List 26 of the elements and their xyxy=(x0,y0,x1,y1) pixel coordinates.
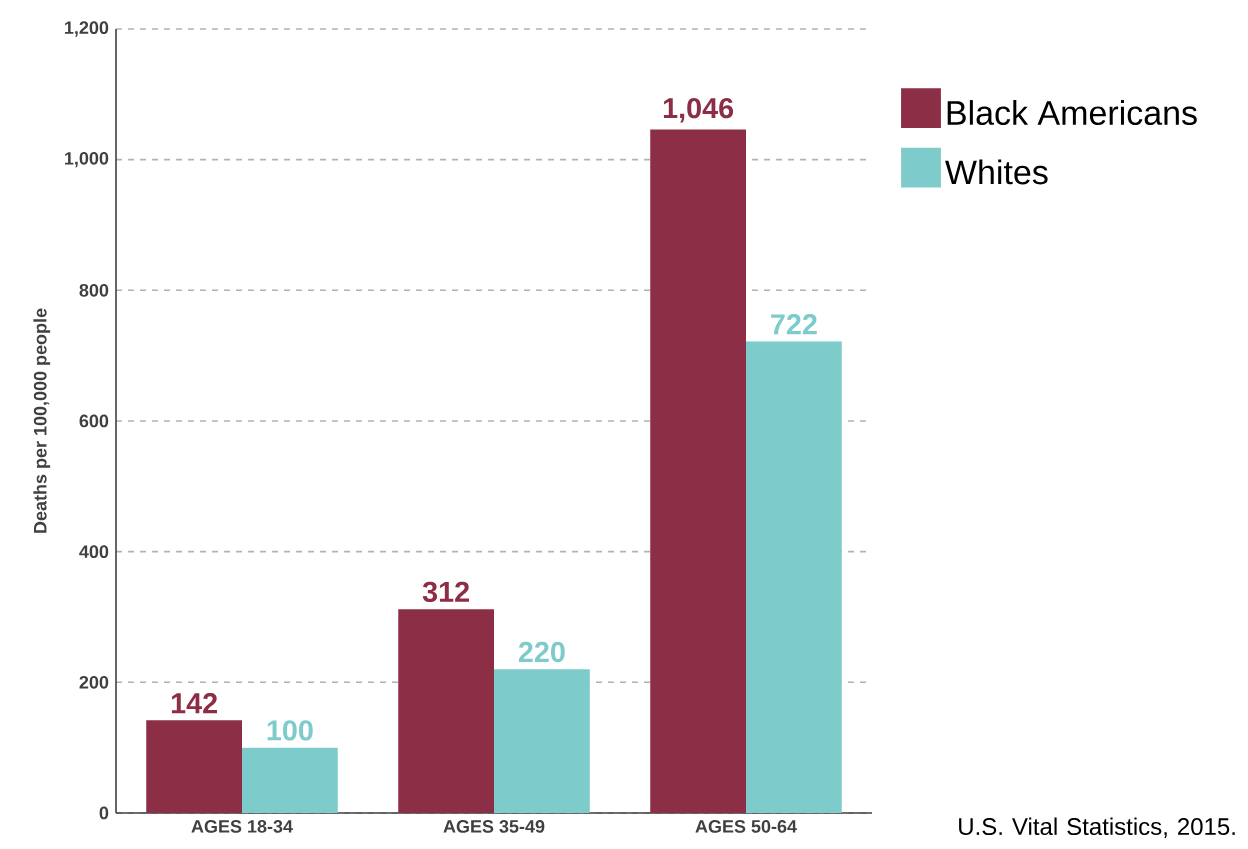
y-tick-label: 800 xyxy=(79,283,109,297)
legend-label: Whites xyxy=(945,159,1048,185)
bar xyxy=(242,747,338,813)
data-label: 220 xyxy=(518,641,565,663)
data-label: 722 xyxy=(771,314,817,335)
x-tick-label: AGES 35-49 xyxy=(443,820,545,833)
y-tick-label: 200 xyxy=(79,675,109,689)
y-tick-label: 1,000 xyxy=(65,151,109,168)
y-tick-label: 1,200 xyxy=(65,21,109,37)
bar xyxy=(650,129,746,813)
bar xyxy=(746,341,842,813)
data-label: 312 xyxy=(422,581,469,603)
legend-label: Black Americans xyxy=(947,100,1197,126)
y-axis-title: Deaths per 100,000 people xyxy=(33,308,51,533)
x-tick-label: AGES 50-64 xyxy=(695,820,797,833)
x-tick-label: AGES 18-34 xyxy=(191,820,293,833)
bar xyxy=(398,609,494,813)
data-label: 100 xyxy=(267,720,313,741)
y-tick-label: 400 xyxy=(79,545,109,559)
y-tick-label: 600 xyxy=(79,414,109,428)
data-label: 1,046 xyxy=(663,97,734,123)
bar xyxy=(494,669,590,813)
text: U.S. Vital Statistics, 2015. xyxy=(959,817,1235,838)
bar xyxy=(146,720,242,813)
data-label: 142 xyxy=(171,693,217,714)
y-tick-label: 0 xyxy=(99,806,109,820)
